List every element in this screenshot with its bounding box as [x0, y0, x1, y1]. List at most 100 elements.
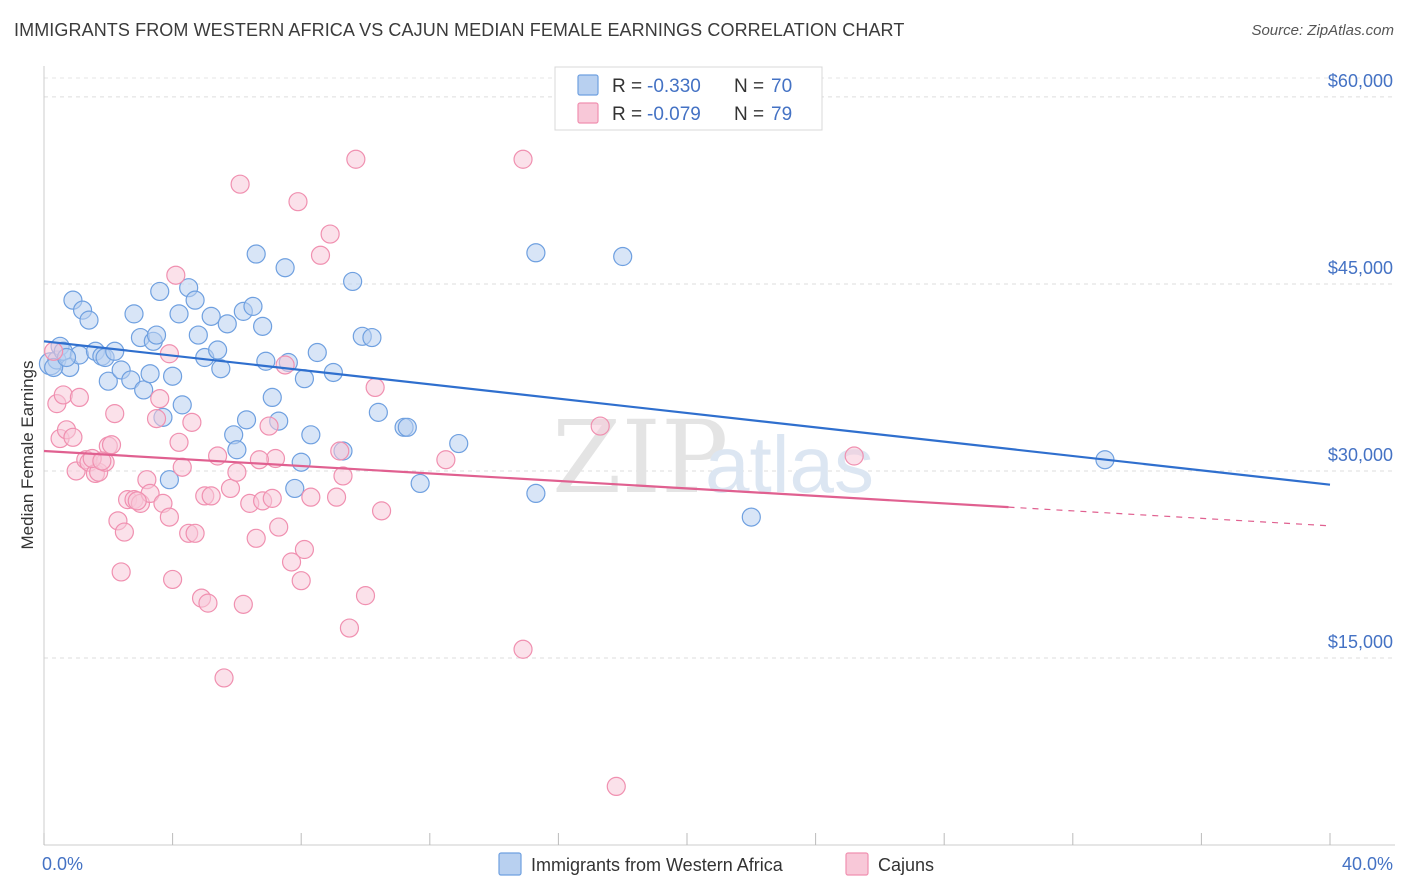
cajuns-point-16 — [114, 522, 134, 542]
cajuns-point-53 — [346, 149, 366, 169]
western-africa-point-8 — [79, 310, 99, 330]
y-tick-labels: $15,000 $30,000 $45,000 $60,000 — [1328, 71, 1393, 652]
cajuns-point-62 — [844, 446, 864, 466]
western-africa-point-37 — [227, 440, 247, 460]
cajuns-point-77 — [249, 450, 270, 470]
cajuns-point-0 — [44, 341, 64, 361]
trend-line-cajuns — [43, 449, 1009, 509]
western-africa-point-57 — [362, 327, 382, 348]
series-cajuns-points — [44, 149, 864, 797]
western-africa-point-55 — [343, 271, 363, 292]
bottom-legend-western-africa: Immigrants from Western Africa — [531, 855, 784, 875]
cajuns-point-68 — [333, 466, 353, 486]
western-africa-point-60 — [397, 417, 417, 437]
cajuns-point-25 — [163, 569, 183, 590]
y-tick-label-2: $45,000 — [1328, 258, 1393, 278]
cajuns-point-41 — [259, 416, 279, 436]
western-africa-point-66 — [741, 507, 761, 527]
western-africa-point-33 — [208, 340, 228, 360]
western-africa-point-15 — [121, 370, 141, 390]
cajuns-point-74 — [92, 451, 112, 471]
cajuns-point-42 — [262, 488, 282, 508]
stats-legend: R = -0.330 N = 70 R = -0.079 N = 79 — [554, 66, 823, 131]
western-africa-point-27 — [172, 395, 192, 415]
cajuns-point-56 — [371, 501, 392, 521]
svg-text:R =: R = — [612, 76, 642, 97]
cajuns-point-76 — [182, 412, 202, 432]
cajuns-point-61 — [606, 776, 626, 797]
western-africa-point-26 — [169, 304, 189, 324]
cajuns-point-46 — [288, 192, 308, 212]
chart-title: IMMIGRANTS FROM WESTERN AFRICA VS CAJUN … — [14, 20, 905, 40]
western-africa-point-63 — [526, 243, 546, 263]
western-africa-point-61 — [410, 473, 430, 494]
axes — [43, 66, 1395, 846]
cajuns-point-34 — [214, 668, 234, 688]
western-africa-point-44 — [262, 387, 282, 408]
legend-r-cajuns: -0.079 — [647, 104, 701, 125]
cajuns-point-59 — [513, 639, 533, 659]
legend-n-western-africa: 70 — [771, 76, 792, 97]
western-africa-point-40 — [243, 296, 263, 316]
cajuns-point-78 — [326, 487, 347, 507]
cajuns-point-37 — [233, 594, 253, 614]
cajuns-point-54 — [355, 586, 376, 606]
western-africa-point-42 — [253, 316, 273, 336]
cajuns-point-14 — [105, 404, 125, 424]
cajuns-point-58 — [513, 149, 533, 169]
cajuns-point-44 — [275, 355, 295, 375]
cajuns-point-32 — [201, 486, 221, 506]
cajuns-point-69 — [230, 174, 250, 194]
cajuns-point-70 — [111, 562, 131, 582]
western-africa-point-13 — [105, 341, 125, 361]
legend-r-western-africa: -0.330 — [647, 76, 701, 97]
western-africa-point-64 — [613, 246, 633, 267]
svg-text:R =: R = — [612, 104, 642, 125]
cajuns-point-72 — [198, 593, 218, 613]
western-africa-point-62 — [449, 433, 469, 454]
watermark-zip: ZIP — [552, 399, 728, 516]
legend-swatch-cajuns — [577, 102, 599, 124]
western-africa-point-39 — [236, 410, 257, 430]
x-tick-label-0: 0.0% — [42, 854, 83, 874]
western-africa-point-19 — [140, 364, 160, 384]
watermark-atlas: atlas — [705, 420, 874, 509]
western-africa-point-24 — [159, 470, 179, 490]
cajuns-point-22 — [146, 409, 167, 429]
trend-lines — [43, 340, 1331, 527]
cajuns-point-51 — [330, 441, 350, 461]
cajuns-point-36 — [227, 462, 247, 482]
bottom-legend-cajuns: Cajuns — [878, 855, 934, 875]
western-africa-point-18 — [134, 380, 154, 400]
svg-text:N =: N = — [734, 76, 764, 97]
bottom-legend-swatch-western-africa — [498, 852, 522, 876]
western-africa-point-30 — [188, 325, 208, 345]
cajuns-point-43 — [269, 517, 289, 537]
western-africa-point-49 — [291, 452, 311, 472]
x-tick-label-1: 40.0% — [1342, 854, 1393, 874]
cajuns-point-29 — [185, 523, 205, 543]
cajuns-point-27 — [172, 457, 192, 477]
western-africa-point-58 — [368, 402, 388, 422]
western-africa-point-52 — [307, 342, 327, 363]
western-africa-point-32 — [201, 306, 221, 326]
cajuns-point-7 — [69, 387, 89, 408]
western-africa-point-12 — [98, 371, 118, 391]
western-africa-point-48 — [285, 478, 305, 499]
cajuns-point-57 — [436, 450, 456, 470]
cajuns-point-49 — [310, 245, 331, 265]
cajuns-point-5 — [63, 427, 83, 447]
trend-line-western-africa — [43, 340, 1331, 486]
cajuns-point-75 — [127, 491, 147, 511]
bottom-legend-swatch-cajuns — [845, 852, 869, 876]
series-western-africa-points — [38, 243, 1115, 527]
cajuns-point-67 — [291, 571, 311, 591]
cajuns-point-55 — [365, 377, 385, 398]
western-africa-point-35 — [217, 314, 237, 334]
western-africa-point-51 — [301, 425, 321, 445]
series-legend: Immigrants from Western Africa Cajuns — [498, 852, 934, 876]
cajuns-point-35 — [220, 478, 241, 499]
svg-text:N =: N = — [734, 104, 764, 125]
y-tick-label-3: $60,000 — [1328, 71, 1393, 91]
